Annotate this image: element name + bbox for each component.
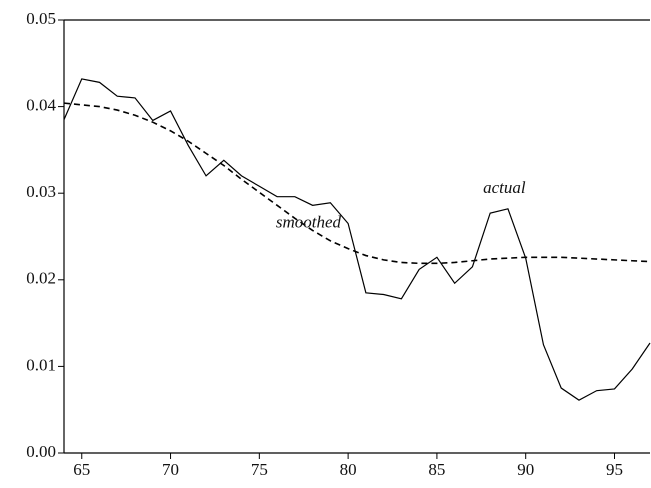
y-tick-label: 0.05 — [26, 9, 56, 28]
x-tick-label: 80 — [340, 460, 357, 479]
y-tick-label: 0.01 — [26, 355, 56, 374]
x-tick-label: 90 — [517, 460, 534, 479]
line-series — [63, 102, 651, 265]
x-tick-label: 85 — [428, 460, 445, 479]
series-annotation: smoothed — [276, 212, 342, 231]
y-tick-label: 0.03 — [26, 182, 56, 201]
y-tick-label: 0.00 — [26, 442, 56, 461]
series-annotation: actual — [483, 178, 526, 197]
y-tick-label: 0.02 — [26, 269, 56, 288]
x-tick-label: 95 — [606, 460, 623, 479]
x-tick-label: 65 — [73, 460, 90, 479]
y-tick-label: 0.04 — [26, 96, 56, 115]
x-tick-label: 75 — [251, 460, 268, 479]
line-series — [63, 78, 651, 401]
x-tick-label: 70 — [162, 460, 179, 479]
